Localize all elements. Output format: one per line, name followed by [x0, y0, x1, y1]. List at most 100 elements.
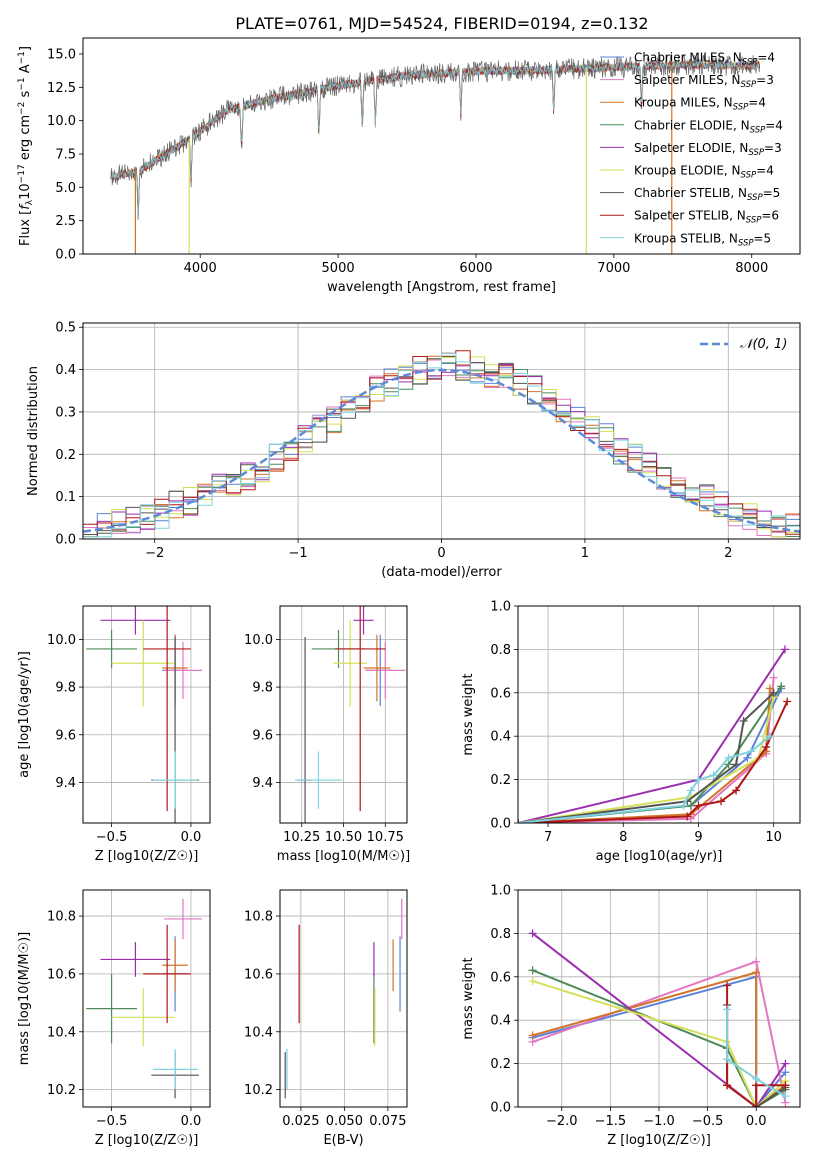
y-tick-label: 10.2	[244, 1083, 273, 1098]
legend-tail: =4	[756, 164, 774, 178]
series-marker-ks	[724, 753, 733, 762]
x-tick-label: −0.5	[96, 1114, 128, 1129]
y-tick-label: 0.5	[55, 321, 76, 336]
legend-text: Kroupa STELIB, N	[634, 231, 738, 245]
legend-label-km: Kroupa MILES, NSSP=4	[634, 96, 766, 113]
legend-sub: SSP	[733, 103, 749, 113]
y-tick-label: 9.4	[252, 776, 273, 791]
x-tick-label: 10.75	[367, 830, 404, 845]
series-marker-ss	[694, 801, 703, 810]
figure-title: PLATE=0761, MJD=54524, FIBERID=0194, z=0…	[235, 14, 648, 33]
label-part: −2	[17, 102, 27, 115]
series-marker-ks	[752, 1074, 761, 1083]
y-tick-label: 10.2	[47, 1083, 76, 1098]
legend-text: Kroupa ELODIE, N	[634, 164, 741, 178]
series-marker-ss	[683, 812, 692, 821]
legend-tail: =5	[754, 231, 772, 245]
series-marker-ce	[686, 801, 695, 810]
x-tick-label: 2	[724, 546, 732, 561]
legend-tail: =3	[764, 141, 782, 155]
x-tick-label: −1.5	[595, 1114, 627, 1129]
legend-sub: SSP	[741, 80, 757, 90]
y-tick-label: 0.2	[55, 448, 76, 463]
x-tick-label: −1	[289, 546, 308, 561]
x-axis-label: wavelength [Angstrom, rest frame]	[327, 280, 556, 295]
panel-residuals: −2 −1 0 1 2 0.0 0.1 0.2 0.3 0.4 0.5 (data-model)/er…	[26, 321, 801, 580]
y-tick-label: 10.4	[47, 1025, 76, 1040]
axes-frame	[279, 605, 408, 824]
legend-tail: =5	[763, 186, 781, 200]
series-marker-ss	[783, 697, 792, 706]
x-tick-label: 10.50	[325, 830, 362, 845]
panel-mass-vs-Z: −0.5 0.0 10.2 10.4 10.6 10.8 Z [log10(Z/Z☉)] ma…	[17, 889, 211, 1148]
legend-label-gaussian: 𝒩(0, 1)	[740, 337, 787, 352]
y-tick-label: 0.0	[55, 533, 76, 548]
y-axis-label: mass weight	[461, 957, 476, 1039]
y-tick-label: 12.5	[47, 81, 76, 96]
legend-text: Chabrier STELIB, N	[634, 186, 747, 200]
y-tick-label: 0.0	[490, 817, 511, 832]
x-tick-label: 0.025	[282, 1114, 319, 1129]
series-line-se	[531, 932, 787, 1107]
legend-text: Salpeter ELODIE, N	[634, 141, 748, 155]
legend-label-ce: Chabrier ELODIE, NSSP=4	[634, 118, 783, 135]
x-axis-label: Z [log10(Z/Z☉)]	[95, 1133, 199, 1148]
series-marker-cs	[732, 760, 741, 769]
plot-area	[528, 929, 790, 1107]
legend-sub: SSP	[741, 171, 757, 181]
series-marker-ks	[765, 732, 774, 741]
axes-frame	[517, 889, 801, 1108]
y-tick-label: 10.6	[47, 967, 76, 982]
plot-area	[518, 645, 792, 823]
x-tick-label: 0	[437, 546, 445, 561]
series-marker-se	[780, 645, 789, 654]
legend-text: Kroupa MILES, N	[634, 96, 733, 110]
y-tick-label: 0.8	[490, 927, 511, 942]
series-line-ks	[518, 735, 771, 823]
legend-label-ss: Salpeter STELIB, NSSP=6	[634, 209, 779, 226]
label-part: A	[18, 64, 33, 77]
y-tick-label: 2.5	[55, 214, 76, 229]
y-tick-label: 0.8	[490, 643, 511, 658]
legend-sub: SSP	[742, 58, 758, 68]
series-line-ks	[726, 1009, 786, 1098]
y-tick-label: 10.8	[47, 910, 76, 925]
series-marker-ce	[528, 966, 537, 975]
panel-age-vs-mass: 10.25 10.50 10.75 9.4 9.6 9.8 10.0 mass [log10(…	[244, 605, 410, 864]
series-marker-ss	[732, 786, 741, 795]
x-axis-label: Z [log10(Z/Z☉)]	[95, 849, 199, 864]
y-tick-label: 1.0	[490, 600, 511, 615]
legend-tail: =4	[757, 51, 775, 65]
x-tick-label: 10.25	[283, 830, 320, 845]
legend-text: Chabrier ELODIE, N	[634, 118, 750, 132]
label-part: −1	[17, 51, 27, 64]
y-tick-label: 10.6	[244, 967, 273, 982]
legend-text: Chabrier MILES, N	[634, 51, 742, 65]
y-tick-label: 9.8	[55, 681, 76, 696]
series-marker-ks	[694, 775, 703, 784]
y-tick-label: 0.2	[490, 773, 511, 788]
y-tick-label: 0.0	[55, 248, 76, 263]
x-tick-label: 7	[544, 830, 552, 845]
x-tick-label: 10	[765, 830, 782, 845]
plot-area	[83, 350, 800, 538]
x-tick-label: 8	[619, 830, 627, 845]
y-axis-label: Flux [fλ10−17 erg cm−2 s−1 A−1]	[17, 46, 35, 246]
legend-tail: =4	[765, 118, 783, 132]
gaussian-reference-curve	[83, 368, 800, 533]
y-tick-label: 10.0	[244, 633, 273, 648]
legend-label-cs: Chabrier STELIB, NSSP=5	[634, 186, 780, 203]
series-marker-ke	[528, 977, 537, 986]
y-tick-label: 0.2	[490, 1057, 511, 1072]
series-marker-ks	[747, 747, 756, 756]
plot-area	[295, 606, 406, 823]
axes-frame	[82, 889, 211, 1108]
y-tick-label: 0.6	[490, 970, 511, 985]
x-tick-label: 0.0	[181, 1114, 202, 1129]
plot-area	[86, 898, 203, 1099]
plot-area	[284, 898, 403, 1099]
label-part: −17	[17, 164, 27, 183]
axes-frame	[82, 322, 801, 540]
legend-sub: SSP	[747, 193, 763, 203]
